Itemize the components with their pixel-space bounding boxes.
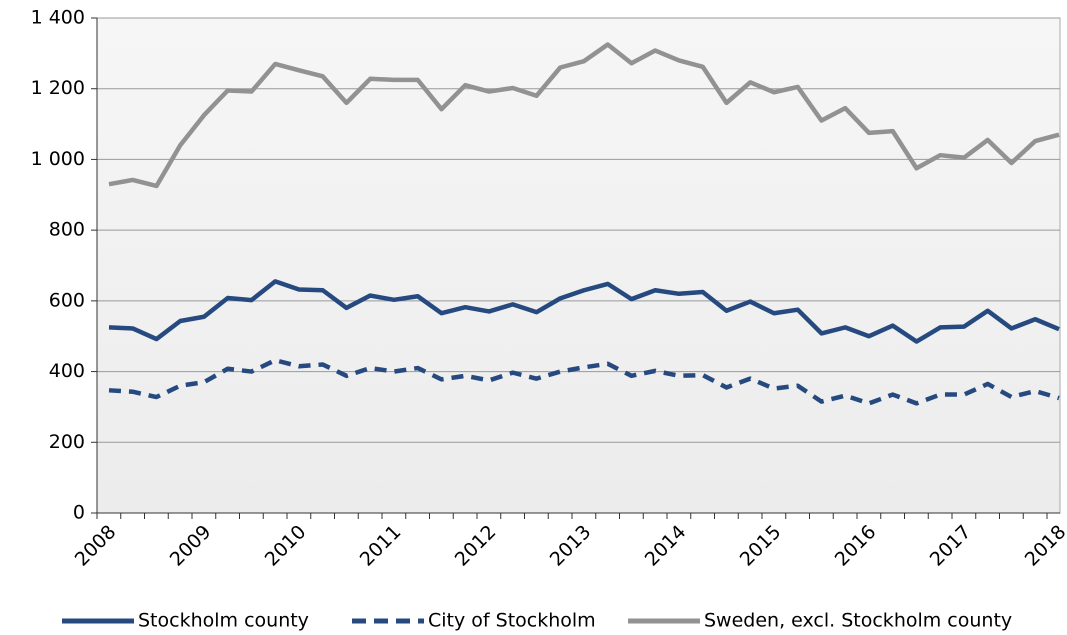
x-tick-label: 2014	[641, 521, 691, 571]
x-tick-label: 2017	[926, 521, 976, 571]
y-tick-label: 1 000	[31, 148, 85, 170]
x-tick-label: 2011	[356, 521, 406, 571]
legend-label: City of Stockholm	[428, 610, 596, 632]
x-tick-label: 2009	[166, 521, 216, 571]
x-tick-label: 2012	[451, 521, 501, 571]
series-line	[108, 42, 1060, 189]
x-tick-label: 2015	[736, 521, 786, 571]
x-tick-label: 2010	[261, 521, 311, 571]
y-tick-label: 200	[49, 431, 85, 453]
y-tick-label: 400	[49, 360, 85, 382]
x-tick-label: 2018	[1021, 521, 1067, 571]
y-tick-label: 1 200	[31, 77, 85, 99]
x-tick-label: 2016	[831, 521, 881, 571]
y-tick-label: 0	[73, 502, 85, 524]
x-tick-label: 2008	[71, 521, 121, 571]
x-tick-label: 2013	[546, 521, 596, 571]
series-line	[108, 358, 1060, 406]
y-tick-label: 600	[49, 289, 85, 311]
y-tick-label: 800	[49, 219, 85, 241]
legend-label: Stockholm county	[138, 610, 309, 632]
legend-label: Sweden, excl. Stockholm county	[704, 610, 1012, 632]
plot-area	[96, 17, 1061, 514]
series-line	[108, 279, 1060, 344]
y-tick-label: 1 400	[31, 7, 85, 29]
